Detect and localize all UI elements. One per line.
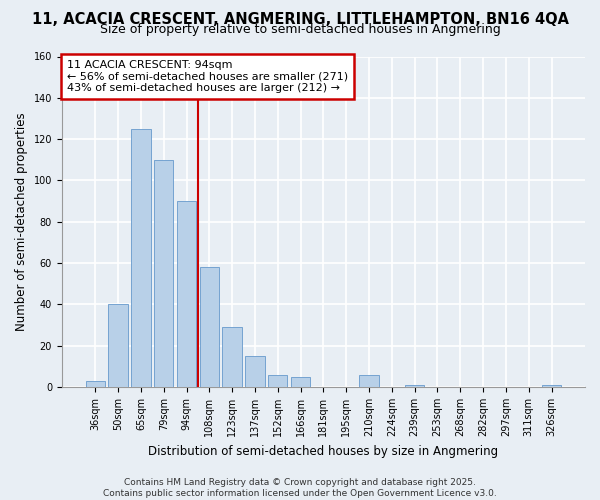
Bar bbox=[268, 374, 287, 387]
Bar bbox=[245, 356, 265, 387]
Bar bbox=[291, 376, 310, 387]
Bar bbox=[405, 385, 424, 387]
Text: Contains HM Land Registry data © Crown copyright and database right 2025.
Contai: Contains HM Land Registry data © Crown c… bbox=[103, 478, 497, 498]
Bar bbox=[223, 327, 242, 387]
Bar bbox=[154, 160, 173, 387]
Bar bbox=[542, 385, 561, 387]
Text: 11 ACACIA CRESCENT: 94sqm
← 56% of semi-detached houses are smaller (271)
43% of: 11 ACACIA CRESCENT: 94sqm ← 56% of semi-… bbox=[67, 60, 348, 93]
Text: 11, ACACIA CRESCENT, ANGMERING, LITTLEHAMPTON, BN16 4QA: 11, ACACIA CRESCENT, ANGMERING, LITTLEHA… bbox=[32, 12, 569, 28]
Bar bbox=[86, 381, 105, 387]
Bar bbox=[177, 201, 196, 387]
Y-axis label: Number of semi-detached properties: Number of semi-detached properties bbox=[15, 112, 28, 331]
Bar bbox=[131, 129, 151, 387]
Text: Size of property relative to semi-detached houses in Angmering: Size of property relative to semi-detach… bbox=[100, 22, 500, 36]
Bar bbox=[109, 304, 128, 387]
X-axis label: Distribution of semi-detached houses by size in Angmering: Distribution of semi-detached houses by … bbox=[148, 444, 499, 458]
Bar bbox=[359, 374, 379, 387]
Bar bbox=[200, 267, 219, 387]
